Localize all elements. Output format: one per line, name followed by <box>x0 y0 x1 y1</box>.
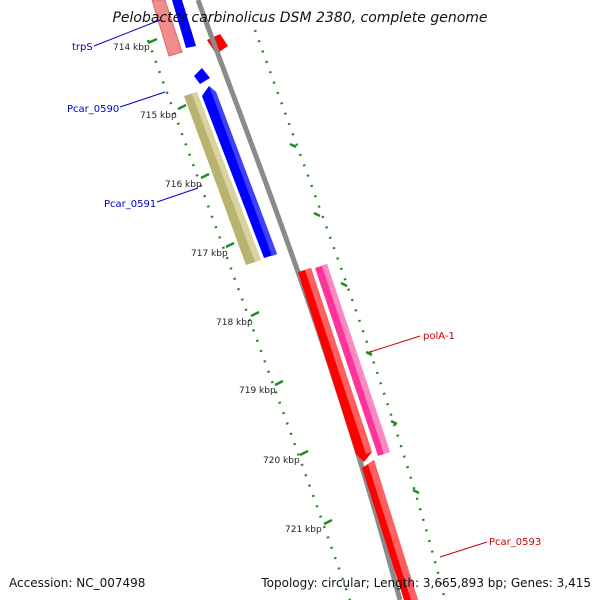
ruler-tick-marks <box>147 37 420 526</box>
gene-trpS[interactable] <box>151 0 183 57</box>
ruler-minor-tick <box>313 211 321 218</box>
genome-backbone <box>195 0 403 600</box>
leader-Pcar_0593 <box>439 541 488 558</box>
feature-label-trpS[interactable]: trpS <box>72 42 93 53</box>
ruler-tick-720 <box>299 449 309 457</box>
ruler-minor-tick <box>289 142 297 149</box>
ruler-tick-717 <box>225 241 235 249</box>
ruler-tick-721 <box>323 518 333 526</box>
ruler-tick-715 <box>177 103 187 111</box>
leader-trpS <box>93 19 161 47</box>
gene-Pcar_0590-small[interactable] <box>194 68 210 84</box>
gene-polA-1-red-shade <box>305 268 372 454</box>
ruler-minor-tick <box>390 419 398 426</box>
gene-polA-1-shade <box>322 264 390 454</box>
ruler-tick-719 <box>274 379 284 387</box>
ruler-label-715: 715 kbp <box>140 111 177 121</box>
accession-text: Accession: NC_007498 <box>9 576 146 590</box>
ruler-track-outer <box>253 29 447 600</box>
ruler-minor-tick <box>412 488 420 495</box>
feature-label-polA-1[interactable]: polA-1 <box>423 331 455 342</box>
gene-Pcar_0591-shade <box>192 92 261 262</box>
gene-Pcar_0590-shade <box>209 86 277 256</box>
ruler-label-721: 721 kbp <box>285 525 322 535</box>
feature-label-Pcar_0590[interactable]: Pcar_0590 <box>67 104 119 115</box>
feature-label-Pcar_0591[interactable]: Pcar_0591 <box>104 199 156 210</box>
ruler-label-718: 718 kbp <box>216 318 253 328</box>
ruler-minor-tick <box>340 281 348 288</box>
leader-Pcar_0590 <box>119 91 166 108</box>
gene-top-blue[interactable] <box>172 0 196 48</box>
ruler-minor-tick <box>365 350 373 357</box>
genome-summary-text: Topology: circular; Length: 3,665,893 bp… <box>261 576 591 590</box>
leader-polA-1 <box>369 335 421 353</box>
ruler-tick-718 <box>250 310 260 318</box>
ruler-label-714: 714 kbp <box>113 43 150 53</box>
ruler-label-717: 717 kbp <box>191 249 228 259</box>
leader-Pcar_0591 <box>156 187 199 203</box>
ruler-tick-716 <box>200 172 210 180</box>
ruler-label-720: 720 kbp <box>263 456 300 466</box>
ruler-label-716: 716 kbp <box>165 180 202 190</box>
feature-label-Pcar_0593[interactable]: Pcar_0593 <box>489 537 541 548</box>
map-title: Pelobacter carbinolicus DSM 2380, comple… <box>112 10 488 26</box>
ruler-tick-714 <box>147 37 158 45</box>
ruler-label-719: 719 kbp <box>239 386 276 396</box>
gene-Pcar_0593-shade <box>368 460 418 600</box>
ruler-track-inner <box>146 39 352 600</box>
